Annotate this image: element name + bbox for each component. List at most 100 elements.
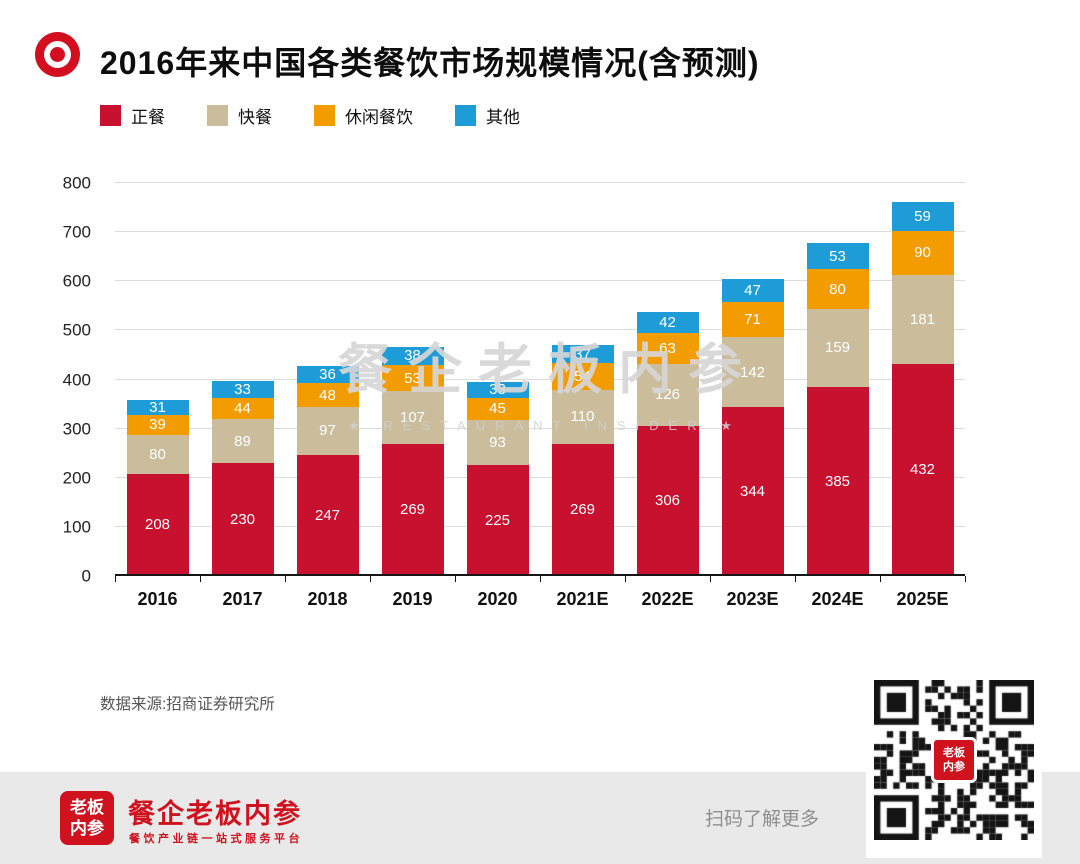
legend-label: 快餐: [238, 108, 272, 127]
gridline: [115, 329, 965, 331]
bar-2019: 269 107 53 38: [381, 183, 444, 576]
plot-area: 208 80 39 31 230 89 44 33 247 97 48 36 269 107 53 38 225…: [115, 182, 966, 582]
brand-logo: 老板 内参: [60, 791, 114, 845]
legend-label: 其他: [486, 108, 520, 127]
bar-cell: 385 159 80 53: [795, 183, 880, 576]
bar-segment-休闲餐饮: 45: [466, 397, 529, 420]
y-axis-labels: 0 100 200 300 400 500 600 700 800: [40, 175, 103, 585]
bar-segment-快餐: 80: [126, 434, 189, 474]
bar-segment-快餐: 97: [296, 407, 359, 455]
bar-segment-其他: 33: [466, 381, 529, 398]
x-tick-label: 2024E: [811, 589, 864, 609]
bar-cell: 225 93 45 33: [455, 183, 540, 576]
y-tick-label: 0: [81, 566, 91, 586]
bar-2023E: 344 142 71 47: [721, 183, 784, 576]
x-tick-label: 2017: [222, 589, 263, 609]
legend-label: 正餐: [131, 108, 165, 127]
x-axis-tick: [200, 576, 201, 582]
y-tick-label: 500: [62, 320, 91, 340]
gridline: [115, 231, 965, 233]
bar-segment-正餐: 225: [466, 465, 529, 576]
x-axis-labels: 2016 2017 2018 2019 2020 2021E 2022E 2023E 2024E…: [115, 589, 965, 610]
bar-segment-休闲餐饮: 90: [891, 230, 954, 275]
bar-segment-其他: 37: [551, 345, 614, 364]
y-tick-label: 300: [62, 419, 91, 439]
bar-segment-正餐: 269: [381, 443, 444, 576]
legend-swatch: [100, 105, 121, 126]
bar-2018: 247 97 48 36: [296, 183, 359, 576]
y-tick-label: 700: [62, 222, 91, 242]
bar-cell: 306 126 63 42: [625, 183, 710, 576]
x-tick-label: 2023E: [726, 589, 779, 609]
x-axis-tick: [455, 576, 456, 582]
bar-cell: 208 80 39 31: [115, 183, 200, 576]
x-axis-tick: [965, 576, 966, 582]
bar-2017: 230 89 44 33: [211, 183, 274, 576]
bar-segment-其他: 59: [891, 201, 954, 231]
x-axis-tick: [370, 576, 371, 582]
brand-logo-line2: 内参: [70, 819, 104, 838]
x-tick-label: 2025E: [896, 589, 949, 609]
legend-swatch: [207, 105, 228, 126]
bar-segment-其他: 36: [296, 365, 359, 384]
page-title: 2016年来中国各类餐饮市场规模情况(含预测): [100, 45, 760, 81]
bar-segment-其他: 53: [806, 243, 869, 270]
y-tick-label: 200: [62, 468, 91, 488]
bar-segment-休闲餐饮: 48: [296, 383, 359, 408]
x-tick-label: 2016: [137, 589, 178, 609]
x-tick-label: 2020: [477, 589, 518, 609]
qr-code-container: 老板 内参: [866, 672, 1042, 858]
bullseye-icon: [35, 32, 80, 77]
x-tick-label: 2021E: [556, 589, 609, 609]
bar-2016: 208 80 39 31: [126, 183, 189, 576]
brand-tagline: 餐饮产业链一站式服务平台: [129, 833, 303, 845]
bar-segment-休闲餐饮: 44: [211, 397, 274, 420]
bar-2024E: 385 159 80 53: [806, 183, 869, 576]
y-tick-label: 600: [62, 271, 91, 291]
x-axis-tick: [710, 576, 711, 582]
bar-segment-其他: 33: [211, 381, 274, 398]
x-axis-tick: [540, 576, 541, 582]
x-axis-tick: [880, 576, 881, 582]
bar-cell: 344 142 71 47: [710, 183, 795, 576]
x-tick-label: 2022E: [641, 589, 694, 609]
x-axis-tick: [285, 576, 286, 582]
brand-name: 餐企老板内参: [128, 799, 302, 829]
bar-segment-快餐: 89: [211, 419, 274, 464]
bar-segment-快餐: 181: [891, 274, 954, 364]
qr-center-logo: 老板 内参: [931, 737, 977, 783]
bar-cell: 269 107 53 38: [370, 183, 455, 576]
legend-item: 休闲餐饮: [314, 103, 413, 128]
bar-2020: 225 93 45 33: [466, 183, 529, 576]
bar-2022E: 306 126 63 42: [636, 183, 699, 576]
gridline: [115, 525, 965, 527]
brand-logo-line1: 老板: [70, 797, 104, 817]
y-tick-label: 800: [62, 173, 91, 193]
bar-segment-休闲餐饮: 80: [806, 269, 869, 309]
bar-segment-休闲餐饮: 63: [636, 332, 699, 364]
bar-2021E: 269 110 54 37: [551, 183, 614, 576]
bars: 208 80 39 31 230 89 44 33 247 97 48 36 269 107 53 38 225…: [115, 183, 965, 576]
gridline: [115, 378, 965, 380]
legend-label: 休闲餐饮: [345, 108, 413, 127]
data-source-text: 数据来源:招商证券研究所: [100, 696, 275, 713]
legend-item: 快餐: [207, 103, 272, 128]
bar-segment-其他: 38: [381, 346, 444, 366]
qr-logo-line2: 内参: [943, 761, 965, 773]
scan-hint-text: 扫码了解更多: [705, 809, 820, 830]
legend-swatch: [314, 105, 335, 126]
y-tick-label: 400: [62, 370, 91, 389]
bar-segment-快餐: 126: [636, 363, 699, 426]
legend-item: 正餐: [100, 103, 165, 128]
gridline: [115, 280, 965, 282]
bar-segment-休闲餐饮: 39: [126, 415, 189, 435]
bar-segment-正餐: 247: [296, 454, 359, 576]
legend-item: 其他: [455, 103, 520, 128]
y-tick-label: 100: [62, 517, 91, 537]
bar-segment-快餐: 107: [381, 391, 444, 444]
bar-segment-正餐: 385: [806, 386, 869, 576]
bar-segment-正餐: 208: [126, 473, 189, 576]
bar-segment-正餐: 230: [211, 463, 274, 576]
bar-segment-正餐: 306: [636, 425, 699, 576]
qr-logo-line1: 老板: [943, 746, 965, 759]
